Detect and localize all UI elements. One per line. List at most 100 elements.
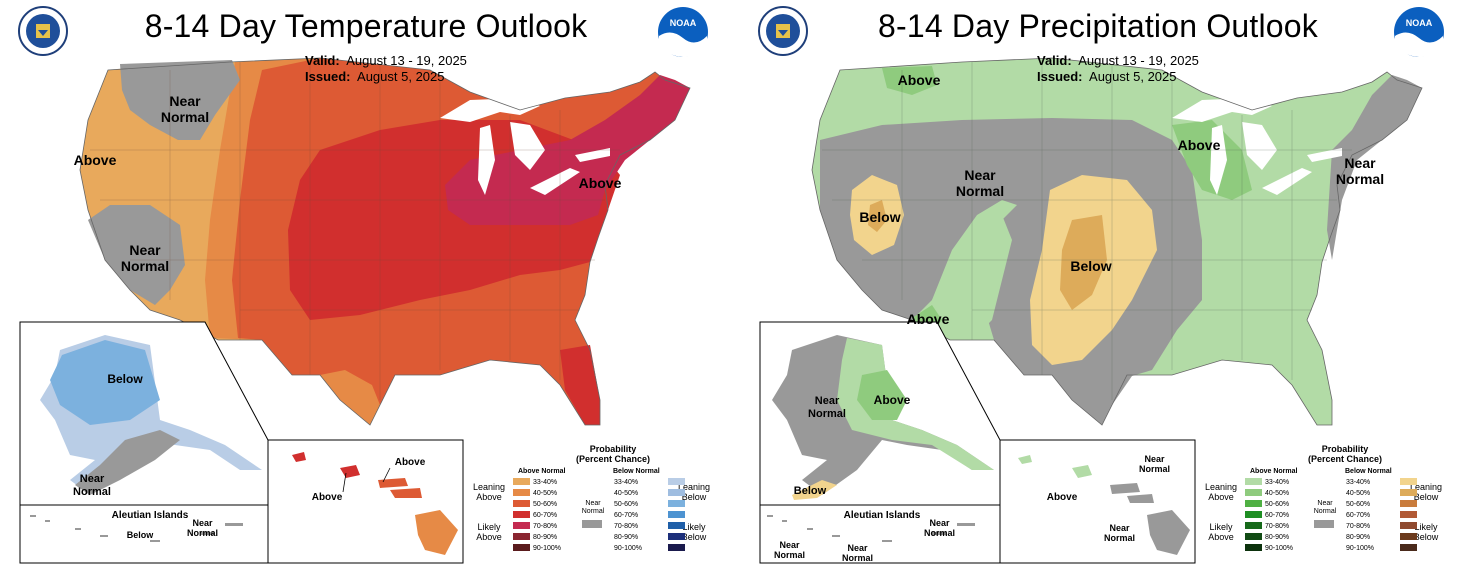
issued-label: Issued:	[305, 69, 351, 84]
noaa-logo-text: NOAA	[1406, 18, 1433, 28]
temp-70-80-zone	[445, 75, 690, 225]
precip-label-below-w: Below	[859, 209, 901, 225]
temperature-outlook-panel: 8-14 Day Temperature Outlook Valid: Augu…	[18, 6, 711, 564]
department-of-commerce-seal-icon	[758, 6, 808, 56]
temp-legend-below-range-4: 70-80%	[614, 523, 639, 530]
temp-legend-above-range-1: 40-50%	[533, 490, 558, 497]
precip-legend-below-swatch-4	[1400, 522, 1417, 529]
precip-legend-below-swatch-0	[1400, 478, 1417, 485]
precip-near-normal-ne	[1327, 75, 1422, 260]
temp-legend-above-swatch-5	[513, 533, 530, 540]
temp-hawaii-oahu	[340, 465, 360, 478]
temp-hawaii-above-2: Above	[311, 492, 343, 503]
temp-hawaii-pointer-2	[382, 467, 391, 483]
temp-legend-below-range-2: 50-60%	[614, 501, 639, 508]
temp-legend-below-range-1: 40-50%	[614, 490, 639, 497]
legend-above-normal: Above Normal	[518, 468, 566, 475]
precip-legend-below-range-2: 50-60%	[1346, 501, 1371, 508]
p-legend-title: Probability (Percent Chance)	[1307, 444, 1383, 464]
precip-legend-below-swatch-3	[1400, 511, 1417, 518]
precip-legend-above-swatch-6	[1245, 544, 1262, 551]
temp-legend-below-swatch-6	[668, 544, 685, 551]
precip-legend-below-range-6: 90-100%	[1346, 545, 1375, 552]
precip-aleutian-near-normal-1: Near Normal	[773, 540, 805, 560]
valid-value: August 13 - 19, 2025	[346, 53, 467, 68]
temp-alaska-near-normal	[75, 430, 180, 495]
precip-legend-above-swatch-4	[1245, 522, 1262, 529]
precip-below-west-core	[868, 200, 887, 232]
precip-legend-above-swatch-5	[1245, 533, 1262, 540]
temperature-issued-line: Issued: August 5, 2025	[305, 69, 445, 85]
temp-aleutian-near-normal: Near Normal	[186, 518, 218, 538]
lake-erie	[530, 168, 580, 195]
lake-ontario	[575, 148, 610, 162]
temp-aleutian-below: Below	[126, 530, 154, 540]
p-lake-michigan	[1210, 125, 1227, 195]
legend-leaning-above: Leaning Above	[472, 482, 506, 502]
precip-below-central-core	[1060, 215, 1107, 310]
temp-legend-above-swatch-6	[513, 544, 530, 551]
temp-aleutian-title: Aleutian Islands	[111, 510, 189, 521]
temp-label-near-normal-nw: Near Normal	[160, 93, 210, 125]
precip-alaska-near-normal: Near Normal	[808, 395, 846, 420]
precip-alaska-above: Above	[873, 393, 911, 407]
p-lake-superior	[1172, 98, 1272, 122]
p-lake-erie	[1262, 168, 1312, 195]
temp-legend-above-swatch-2	[513, 500, 530, 507]
precip-state-borders	[822, 60, 1352, 400]
lake-superior	[440, 98, 540, 122]
precip-aleutian-title: Aleutian Islands	[843, 510, 921, 521]
precip-alaska-below: Below	[793, 485, 827, 497]
temp-alaska-label-near-normal: Near Normal	[73, 473, 111, 498]
temp-alaska-below-core	[50, 340, 160, 425]
issued-value: August 5, 2025	[357, 69, 445, 84]
p-legend-above-normal: Above Normal	[1250, 468, 1298, 475]
precipitation-valid-line: Valid: August 13 - 19, 2025	[1037, 53, 1199, 69]
precip-aleutian-islands	[767, 515, 975, 542]
noaa-logo-icon: NOAA	[658, 7, 708, 58]
precip-aleutian-inset-frame	[759, 504, 1001, 564]
legend-leaning-below: Leaning Below	[677, 482, 711, 502]
temp-florida-60-70	[560, 345, 600, 425]
temp-legend-below-swatch-0	[668, 478, 685, 485]
precip-legend-above-swatch-2	[1245, 500, 1262, 507]
precip-above-nw	[882, 66, 937, 95]
p-legend-near-normal: Near Normal	[1313, 500, 1337, 515]
temp-hawaii-maui2	[390, 488, 422, 498]
precip-hawaii-above: Above	[1046, 492, 1078, 503]
temp-near-normal-sw	[88, 205, 185, 305]
p-legend-likely-below: Likely Below	[1413, 522, 1439, 542]
temp-alaska-label-below: Below	[107, 372, 143, 386]
precip-legend-below-range-4: 70-80%	[1346, 523, 1371, 530]
temp-legend-above-swatch-0	[513, 478, 530, 485]
lake-michigan	[478, 125, 495, 195]
p-issued-value: August 5, 2025	[1089, 69, 1177, 84]
noaa-logo-icon: NOAA	[1394, 7, 1444, 58]
precip-legend-above-range-1: 40-50%	[1265, 490, 1290, 497]
temp-legend-above-swatch-1	[513, 489, 530, 496]
temp-legend-below-range-5: 80-90%	[614, 534, 639, 541]
precip-hawaii-near-normal-2: Near Normal	[1103, 523, 1135, 543]
temp-legend-above-swatch-3	[513, 511, 530, 518]
noaa-logo-text: NOAA	[670, 18, 697, 28]
temp-label-above-west: Above	[73, 152, 117, 168]
precip-legend-above-range-6: 90-100%	[1265, 545, 1294, 552]
lake-huron	[510, 122, 545, 170]
precip-label-above-sw: Above	[906, 311, 950, 327]
precipitation-issued-line: Issued: August 5, 2025	[1037, 69, 1177, 85]
temp-legend-above-range-3: 60-70%	[533, 512, 558, 519]
department-of-commerce-seal-icon	[18, 6, 68, 56]
p-valid-label: Valid:	[1037, 53, 1072, 68]
temp-aleutian-inset-frame	[19, 504, 269, 564]
precip-alaska-above	[837, 338, 994, 470]
precip-label-near-normal-c: Near Normal	[955, 167, 1005, 199]
precip-label-above-gl: Above	[1177, 137, 1221, 153]
precip-legend-below-range-1: 40-50%	[1346, 490, 1371, 497]
precip-hawaii-maui2	[1127, 494, 1154, 503]
temperature-map	[19, 57, 691, 564]
temp-legend-below-swatch-3	[668, 511, 685, 518]
precip-hawaii-maui	[1110, 483, 1140, 494]
precip-hawaii-big-island	[1147, 510, 1190, 555]
p-legend-leaning-below: Leaning Below	[1409, 482, 1443, 502]
legend-near-normal-swatch	[582, 520, 602, 528]
